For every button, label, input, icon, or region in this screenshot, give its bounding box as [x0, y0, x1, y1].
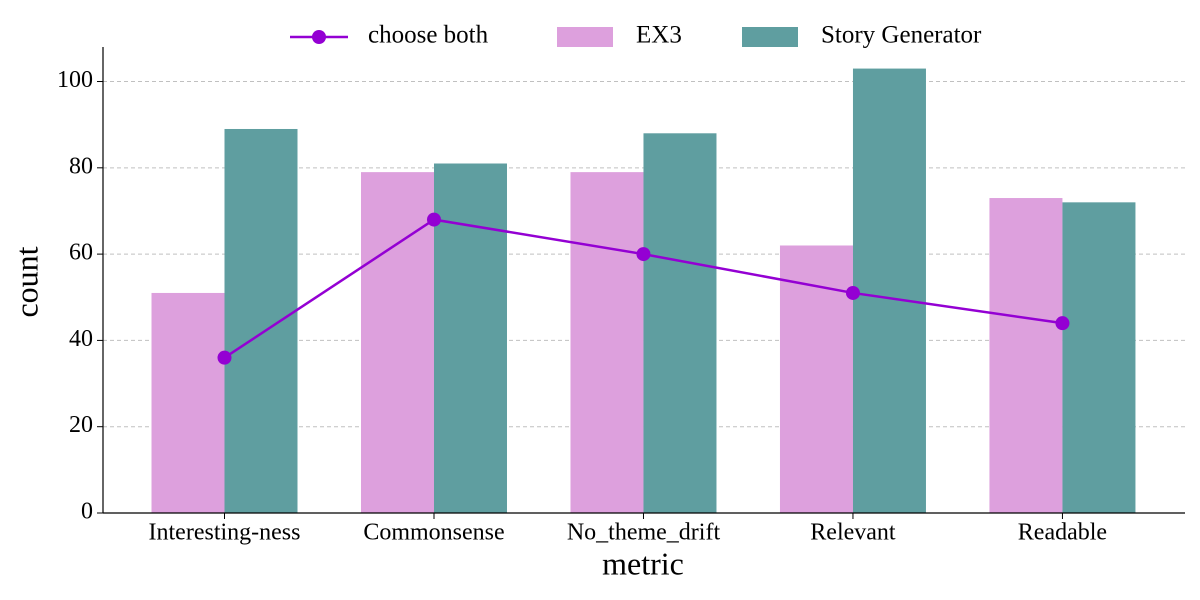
bar [224, 128, 298, 513]
bar [433, 163, 507, 513]
x-tick-label: No_theme_drift [567, 520, 721, 546]
y-tick-label: 0 [81, 499, 93, 525]
y-tick-label: 20 [69, 412, 93, 438]
x-tick-label: Interesting-ness [149, 520, 301, 546]
bar [151, 292, 225, 513]
marker [1055, 316, 1070, 331]
marker [217, 350, 232, 365]
x-axis-label: metric [602, 545, 684, 581]
y-axis-label: count [8, 246, 44, 317]
x-tick-label: Relevant [810, 520, 896, 546]
bar [360, 172, 434, 513]
legend-marker [312, 30, 326, 44]
legend-swatch [742, 27, 798, 47]
marker [636, 247, 651, 262]
y-tick-label: 80 [69, 153, 93, 179]
marker [426, 212, 441, 227]
bar [852, 68, 926, 514]
y-tick-label: 40 [69, 326, 93, 352]
bar [1062, 202, 1136, 514]
y-tick-label: 60 [69, 240, 93, 266]
legend-label: EX3 [636, 22, 682, 49]
x-tick-label: Commonsense [363, 520, 504, 546]
legend-label: choose both [368, 22, 489, 49]
x-tick-label: Readable [1018, 520, 1107, 546]
legend-label: Story Generator [821, 22, 982, 49]
marker [845, 285, 860, 300]
bar [643, 133, 717, 513]
bar [570, 172, 644, 513]
bar [989, 198, 1063, 513]
legend-swatch [557, 27, 613, 47]
y-tick-label: 100 [57, 67, 93, 93]
